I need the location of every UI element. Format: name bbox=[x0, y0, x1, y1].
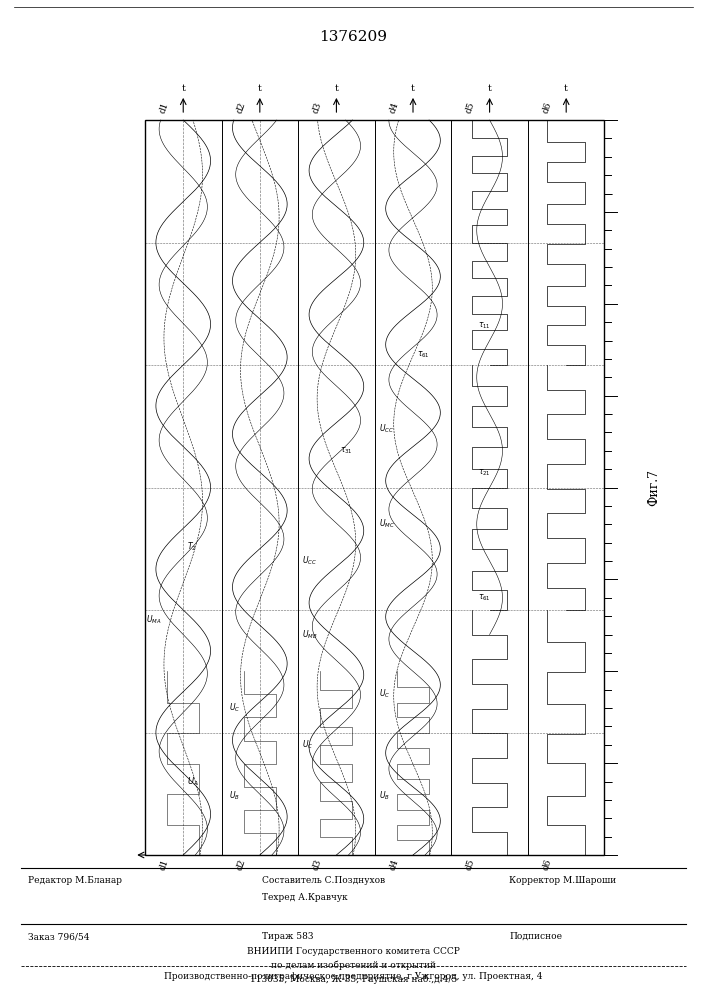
Text: $U_C$: $U_C$ bbox=[229, 702, 240, 714]
Text: $\tau_{31}$: $\tau_{31}$ bbox=[340, 446, 353, 456]
Text: Составитель С.Позднухов: Составитель С.Позднухов bbox=[262, 876, 385, 885]
Text: d5: d5 bbox=[464, 858, 477, 872]
Text: $U_C$: $U_C$ bbox=[302, 738, 313, 751]
Text: d6: d6 bbox=[541, 858, 554, 872]
Text: Подписное: Подписное bbox=[509, 932, 562, 941]
Text: t: t bbox=[258, 84, 262, 93]
Text: d4: d4 bbox=[387, 101, 400, 115]
Text: $T_2$: $T_2$ bbox=[187, 540, 197, 553]
Text: t: t bbox=[334, 84, 339, 93]
Text: $U_B$: $U_B$ bbox=[229, 790, 240, 802]
Text: Техред А.Кравчук: Техред А.Кравчук bbox=[262, 893, 347, 902]
Text: Производственно-полиграфическое предприятие, г.Ужгород, ул. Проектная, 4: Производственно-полиграфическое предприя… bbox=[164, 972, 543, 981]
Text: Редактор М.Бланар: Редактор М.Бланар bbox=[28, 876, 122, 885]
Text: d5: d5 bbox=[464, 101, 477, 115]
Bar bbox=[145, 120, 604, 855]
Text: d2: d2 bbox=[235, 101, 247, 115]
Text: t: t bbox=[181, 84, 185, 93]
Text: ВНИИПИ Государственного комитета СССР: ВНИИПИ Государственного комитета СССР bbox=[247, 947, 460, 956]
Text: $U_{CC}$: $U_{CC}$ bbox=[378, 422, 394, 435]
Text: $\tau_{61}$: $\tau_{61}$ bbox=[478, 592, 491, 603]
Text: $\tau_{11}$: $\tau_{11}$ bbox=[478, 321, 491, 331]
Text: Тираж 583: Тираж 583 bbox=[262, 932, 313, 941]
Text: 1376209: 1376209 bbox=[320, 30, 387, 44]
Text: d1: d1 bbox=[158, 858, 170, 872]
Text: $U_B$: $U_B$ bbox=[378, 790, 390, 802]
Text: d2: d2 bbox=[235, 858, 247, 872]
Text: d4: d4 bbox=[387, 858, 400, 872]
Text: d1: d1 bbox=[158, 101, 170, 115]
Text: $\tau_{61}$: $\tau_{61}$ bbox=[417, 350, 430, 360]
Text: $U_A$: $U_A$ bbox=[187, 775, 199, 788]
Text: t: t bbox=[411, 84, 415, 93]
Text: по делам изобретений и открытий: по делам изобретений и открытий bbox=[271, 961, 436, 970]
Text: t: t bbox=[488, 84, 491, 93]
Text: t: t bbox=[564, 84, 568, 93]
Text: $U_{MB}$: $U_{MB}$ bbox=[302, 628, 317, 641]
Text: d6: d6 bbox=[541, 101, 554, 115]
Text: d3: d3 bbox=[311, 101, 323, 115]
Text: Заказ 796/54: Заказ 796/54 bbox=[28, 932, 90, 941]
Text: $U_{MA}$: $U_{MA}$ bbox=[146, 614, 162, 626]
Text: Корректор М.Шароши: Корректор М.Шароши bbox=[509, 876, 617, 885]
Text: 113035, Москва, Ж-35, Раушская наб.,д.4/5: 113035, Москва, Ж-35, Раушская наб.,д.4/… bbox=[250, 975, 457, 984]
Text: d3: d3 bbox=[311, 858, 323, 872]
Text: Фиг.7: Фиг.7 bbox=[648, 469, 660, 506]
Text: $U_C$: $U_C$ bbox=[378, 687, 390, 700]
Text: $U_{CC}$: $U_{CC}$ bbox=[302, 555, 317, 567]
Text: $\tau_{21}$: $\tau_{21}$ bbox=[478, 468, 491, 478]
Text: $U_{MC}$: $U_{MC}$ bbox=[378, 518, 395, 530]
